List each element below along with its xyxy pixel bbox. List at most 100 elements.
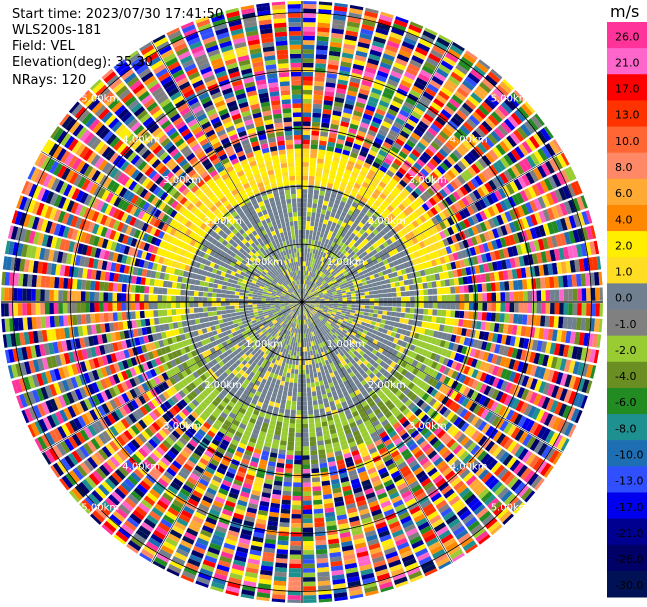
velocity-gate [390, 146, 400, 154]
velocity-gate [370, 255, 377, 262]
velocity-gate [475, 127, 486, 139]
velocity-gate [507, 95, 520, 108]
velocity-gate [478, 104, 490, 117]
velocity-gate [445, 52, 459, 63]
velocity-gate [308, 292, 312, 296]
velocity-gate [310, 377, 315, 383]
velocity-gate [302, 369, 306, 375]
velocity-gate [388, 213, 396, 221]
velocity-gate [533, 198, 542, 211]
velocity-gate [315, 381, 320, 387]
velocity-gate [310, 257, 314, 263]
velocity-gate [382, 270, 388, 276]
velocity-gate [353, 235, 360, 242]
velocity-gate [302, 229, 306, 235]
velocity-gate [337, 229, 343, 236]
velocity-gate [463, 258, 470, 267]
velocity-gate [282, 390, 288, 396]
velocity-gate [364, 308, 370, 313]
velocity-gate [320, 299, 325, 301]
velocity-gate [466, 205, 475, 216]
velocity-gate [331, 232, 337, 238]
velocity-gate [408, 231, 416, 239]
velocity-gate [376, 318, 382, 323]
velocity-gate [521, 203, 530, 216]
velocity-gate [285, 404, 291, 410]
velocity-gate [321, 268, 326, 273]
velocity-gate [396, 214, 404, 222]
velocity-gate [400, 312, 406, 318]
velocity-gate [501, 185, 511, 197]
velocity-gate [331, 114, 341, 121]
velocity-gate [467, 320, 473, 329]
velocity-gate [327, 141, 336, 148]
velocity-gate [306, 342, 309, 347]
velocity-gate [552, 156, 563, 170]
velocity-gate [305, 296, 310, 300]
velocity-gate [403, 208, 411, 217]
velocity-gate [326, 146, 335, 152]
velocity-gate [309, 436, 317, 442]
velocity-gate [450, 71, 463, 83]
velocity-gate [595, 287, 600, 301]
velocity-gate [424, 268, 430, 276]
velocity-gate [434, 214, 443, 223]
velocity-gate [316, 167, 323, 173]
velocity-gate [427, 127, 438, 137]
velocity-gate [337, 305, 343, 309]
velocity-gate [302, 175, 309, 181]
velocity-gate [391, 287, 397, 293]
velocity-gate [532, 133, 544, 147]
velocity-gate [481, 312, 487, 321]
velocity-gate [336, 171, 344, 178]
velocity-gate [438, 64, 452, 75]
velocity-gate [530, 213, 538, 226]
velocity-gate [481, 170, 491, 181]
velocity-gate [430, 243, 437, 252]
velocity-gate [385, 44, 399, 53]
velocity-gate [371, 221, 379, 229]
velocity-gate [435, 280, 442, 288]
velocity-gate [322, 289, 327, 293]
velocity-gate [340, 181, 347, 188]
velocity-gate [432, 250, 440, 259]
velocity-gate [500, 302, 506, 312]
velocity-gate [303, 545, 314, 551]
velocity-gate [446, 236, 454, 245]
velocity-gate [404, 122, 415, 132]
velocity-gate [377, 310, 383, 315]
velocity-gate [302, 130, 311, 136]
velocity-gate [357, 92, 369, 100]
velocity-gate [390, 255, 397, 262]
velocity-gate [308, 364, 313, 370]
velocity-gate [376, 70, 389, 79]
velocity-gate [393, 62, 406, 71]
velocity-gate [302, 139, 310, 145]
velocity-gate [504, 302, 510, 312]
velocity-gate [313, 284, 317, 289]
velocity-gate [436, 134, 447, 144]
velocity-gate [294, 346, 298, 352]
velocity-gate [454, 286, 460, 294]
velocity-gate [343, 217, 350, 224]
velocity-gate [376, 23, 391, 32]
velocity-gate [377, 289, 383, 294]
velocity-gate [441, 302, 447, 309]
velocity-gate [416, 141, 427, 151]
velocity-gate [306, 220, 311, 226]
velocity-gate [423, 190, 432, 200]
velocity-gate [559, 202, 568, 216]
velocity-gate [345, 99, 355, 106]
velocity-gate [309, 157, 317, 163]
velocity-gate [556, 329, 563, 342]
velocity-gate [372, 242, 379, 249]
velocity-gate [376, 184, 384, 193]
velocity-gate [305, 289, 308, 294]
velocity-gate [302, 437, 309, 442]
velocity-gate [463, 229, 471, 239]
velocity-gate [334, 283, 340, 288]
velocity-gate [425, 200, 434, 209]
velocity-gate [461, 102, 474, 114]
velocity-gate [390, 282, 396, 288]
velocity-gate [306, 300, 311, 302]
